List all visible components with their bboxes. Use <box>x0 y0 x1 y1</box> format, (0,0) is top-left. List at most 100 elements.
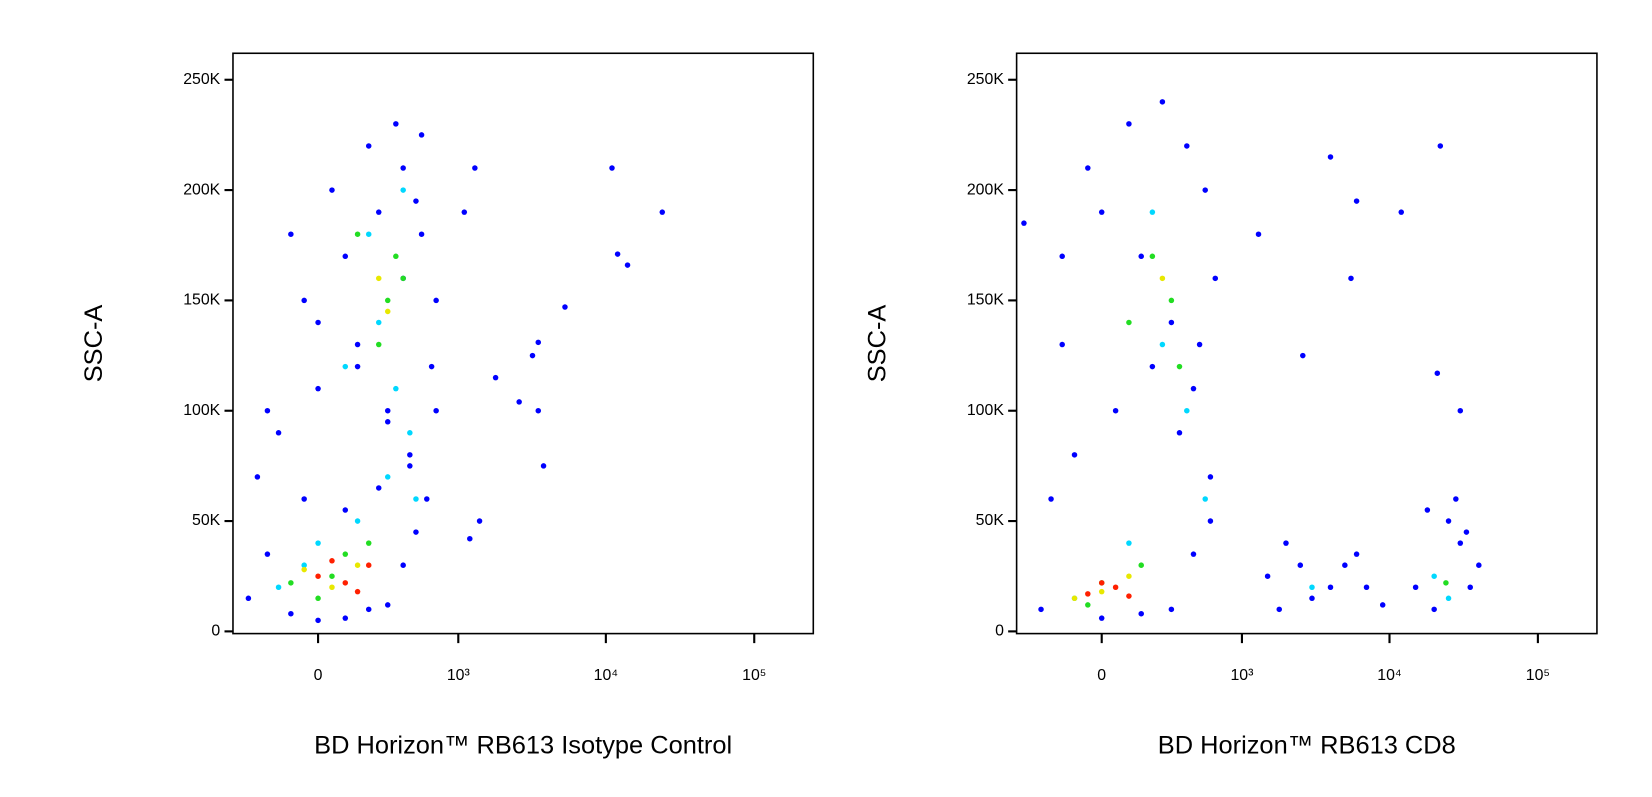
data-point <box>1021 220 1027 226</box>
data-point <box>1159 275 1166 282</box>
data-point <box>1283 540 1289 546</box>
data-point <box>1085 591 1091 597</box>
data-point <box>407 452 413 458</box>
data-point <box>1176 363 1183 370</box>
data-point <box>288 231 294 237</box>
y-tick-label: 150K <box>967 292 1004 309</box>
data-point <box>1112 584 1119 591</box>
data-point <box>264 551 271 557</box>
y-tick-label: 150K <box>183 292 220 309</box>
data-point <box>1379 602 1386 608</box>
data-point <box>400 275 406 282</box>
data-point <box>315 617 321 624</box>
data-point <box>393 121 399 127</box>
data-point <box>275 430 282 436</box>
data-point <box>1126 121 1132 127</box>
y-tick-label: 200K <box>183 181 220 198</box>
data-point <box>1348 275 1354 282</box>
data-point <box>609 165 615 171</box>
data-point <box>354 231 361 237</box>
data-point <box>476 518 483 524</box>
data-point <box>301 566 307 573</box>
data-point <box>516 399 522 405</box>
data-point <box>342 253 349 260</box>
data-point <box>1431 606 1437 613</box>
data-point <box>1463 529 1470 535</box>
data-point <box>1207 474 1214 480</box>
x-axis-label: BD Horizon™ RB613 Isotype Control <box>314 732 732 760</box>
data-point <box>254 474 261 480</box>
data-point <box>329 584 335 591</box>
data-point <box>1353 198 1360 204</box>
data-point <box>1126 319 1132 326</box>
data-point <box>1168 606 1175 613</box>
data-point <box>418 132 425 138</box>
data-point <box>375 319 382 326</box>
data-point <box>1048 496 1054 502</box>
x-tick-label: 10⁵ <box>1526 667 1550 684</box>
y-tick-label: 100K <box>183 402 220 419</box>
data-point <box>375 341 382 348</box>
data-point <box>275 584 282 591</box>
data-point <box>384 407 391 414</box>
data-point <box>315 573 321 579</box>
data-point <box>461 209 468 215</box>
data-point <box>1059 341 1065 348</box>
data-point <box>1398 209 1404 215</box>
data-point <box>1309 584 1315 591</box>
data-point <box>424 496 430 502</box>
data-point <box>1059 253 1065 260</box>
data-point <box>1138 253 1144 260</box>
data-point <box>301 297 307 304</box>
data-point <box>467 535 473 542</box>
data-point <box>1412 584 1419 591</box>
data-point <box>659 209 666 215</box>
data-point <box>400 165 406 171</box>
data-point <box>315 540 321 546</box>
data-point <box>1327 584 1334 591</box>
data-point <box>288 610 294 617</box>
data-point <box>614 251 621 257</box>
data-point <box>375 275 382 282</box>
data-point <box>1202 496 1208 502</box>
data-point <box>1190 385 1197 392</box>
y-tick-label: 0 <box>211 623 220 640</box>
data-point <box>288 580 294 586</box>
data-point <box>1126 573 1132 579</box>
data-point <box>1190 551 1197 557</box>
data-point <box>342 615 349 621</box>
data-point <box>1457 407 1464 414</box>
data-point <box>1138 610 1144 617</box>
data-point <box>1202 187 1208 193</box>
data-point <box>1112 407 1119 414</box>
data-point <box>1445 518 1452 524</box>
x-tick-label: 10⁴ <box>1377 667 1402 684</box>
data-point <box>1467 584 1473 591</box>
data-point <box>264 407 271 414</box>
data-point <box>1098 209 1105 215</box>
data-point <box>1098 615 1105 621</box>
y-tick-label: 250K <box>183 71 220 88</box>
x-tick-label: 10⁵ <box>742 667 766 684</box>
data-point <box>624 262 631 268</box>
data-point <box>329 573 335 579</box>
data-point <box>1434 370 1441 376</box>
data-point <box>540 463 547 469</box>
x-tick-label: 10³ <box>1230 667 1253 684</box>
y-tick-label: 0 <box>995 623 1004 640</box>
data-point <box>1309 595 1315 602</box>
data-point <box>1207 518 1214 524</box>
data-point <box>315 319 321 326</box>
data-point <box>1476 562 1482 568</box>
data-point <box>413 529 419 535</box>
data-point <box>354 562 361 568</box>
y-tick-label: 50K <box>976 512 1005 529</box>
data-point <box>413 198 419 204</box>
data-point <box>301 496 307 502</box>
data-point <box>375 485 382 491</box>
data-point <box>1184 407 1190 414</box>
data-point <box>365 231 372 237</box>
data-point <box>342 363 349 370</box>
data-point <box>472 165 478 171</box>
